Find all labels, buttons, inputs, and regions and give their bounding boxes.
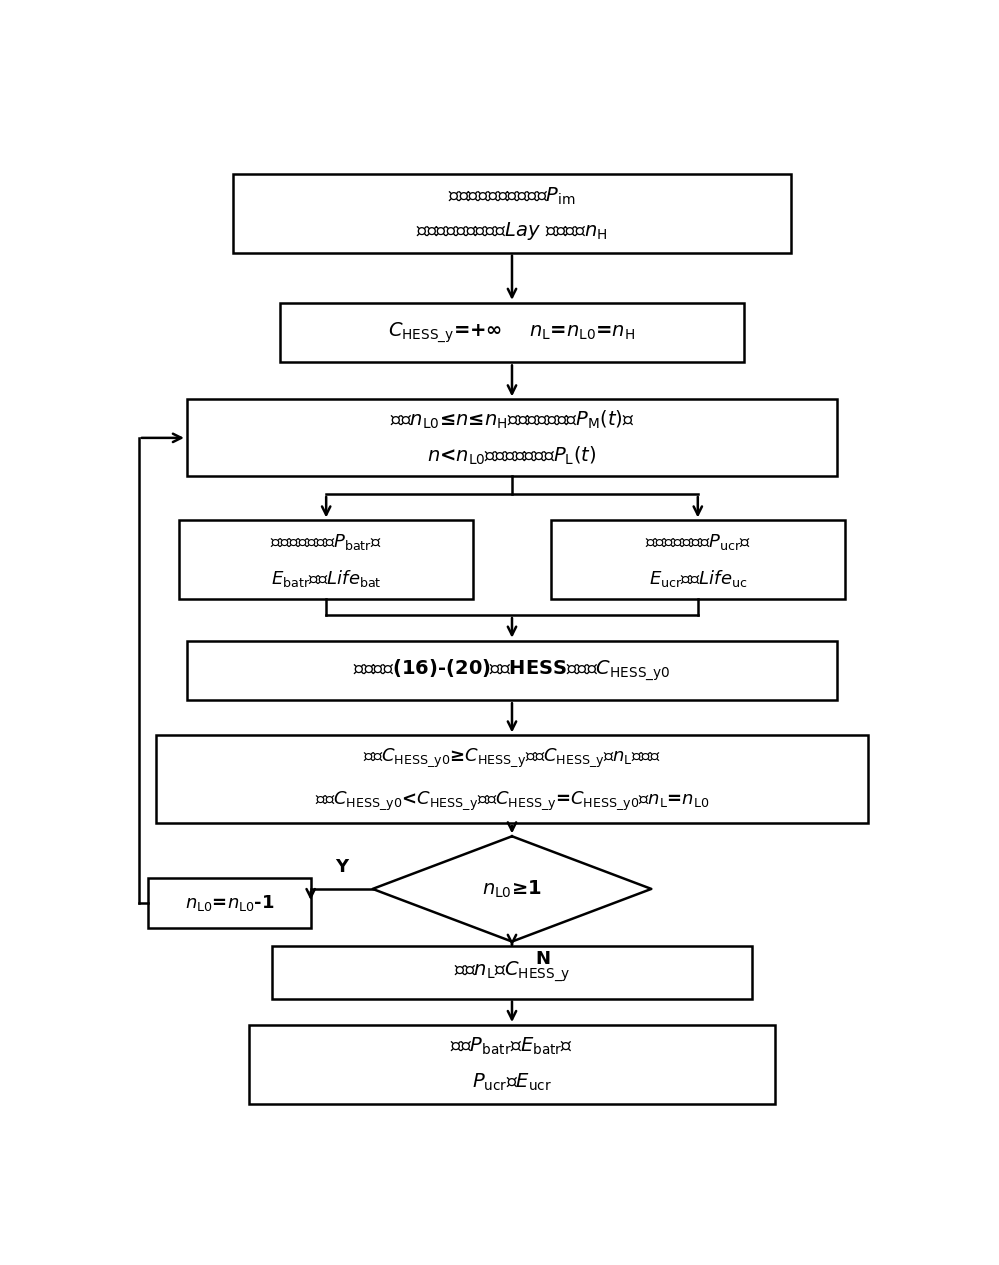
Text: $E_{\mathrm{ucr}}$以及$Life_{\mathrm{uc}}$: $E_{\mathrm{ucr}}$以及$Life_{\mathrm{uc}}$ [648,568,747,588]
Text: 输入原始的不平衡功率$P_{\mathrm{im}}$: 输入原始的不平衡功率$P_{\mathrm{im}}$ [449,185,575,206]
Text: 计算超级电容的$P_{\mathrm{ucr}}$和: 计算超级电容的$P_{\mathrm{ucr}}$和 [644,531,751,552]
FancyBboxPatch shape [187,400,837,477]
Text: 输出$n_{\mathrm{L}}$，$C_{\mathrm{HESS\_y}}$: 输出$n_{\mathrm{L}}$，$C_{\mathrm{HESS\_y}}… [454,960,570,984]
Text: $P_{\mathrm{ucr}}$，$E_{\mathrm{ucr}}$: $P_{\mathrm{ucr}}$，$E_{\mathrm{ucr}}$ [472,1071,552,1093]
FancyBboxPatch shape [280,302,744,362]
Text: N: N [535,950,550,968]
FancyBboxPatch shape [550,520,845,600]
Text: 如果$C_{\mathrm{HESS\_y0}}$≥$C_{\mathrm{HESS\_y}}$，则$C_{\mathrm{HESS\_y}}$和$n_{\ma: 如果$C_{\mathrm{HESS\_y0}}$≥$C_{\mathrm{HE… [364,746,660,769]
FancyBboxPatch shape [148,878,311,929]
Text: 计算$n_{\mathrm{L0}}$≤$n$≤$n_{\mathrm{H}}$部分的中频波动$P_{\mathrm{M}}(t)$和: 计算$n_{\mathrm{L0}}$≤$n$≤$n_{\mathrm{H}}$… [390,409,634,431]
Text: 利用公式(16)-(20)计算HESS年成本$C_{\mathrm{HESS\_y0}}$: 利用公式(16)-(20)计算HESS年成本$C_{\mathrm{HESS\_… [354,658,670,683]
Text: $n_{\mathrm{L0}}$≥1: $n_{\mathrm{L0}}$≥1 [483,878,541,899]
Text: 小波包最优分解层数$Lay$ 高分频点$n_{\mathrm{H}}$: 小波包最优分解层数$Lay$ 高分频点$n_{\mathrm{H}}$ [417,220,607,242]
FancyBboxPatch shape [234,173,791,253]
Text: $C_{\mathrm{HESS\_y}}$=+∞    $n_{\mathrm{L}}$=$n_{\mathrm{L0}}$=$n_{\mathrm{H}}$: $C_{\mathrm{HESS\_y}}$=+∞ $n_{\mathrm{L}… [389,320,635,344]
FancyBboxPatch shape [179,520,474,600]
FancyBboxPatch shape [187,640,837,701]
Text: $n$<$n_{\mathrm{L0}}$部分的低频波动$P_{\mathrm{L}}(t)$: $n$<$n_{\mathrm{L0}}$部分的低频波动$P_{\mathrm{… [428,444,596,467]
FancyBboxPatch shape [272,946,752,998]
Text: $E_{\mathrm{batr}}$以及$Life_{\mathrm{bat}}$: $E_{\mathrm{batr}}$以及$Life_{\mathrm{bat}… [271,568,382,588]
FancyBboxPatch shape [249,1025,775,1104]
Text: 输出$P_{\mathrm{batr}}$，$E_{\mathrm{batr}}$和: 输出$P_{\mathrm{batr}}$，$E_{\mathrm{batr}}… [451,1036,573,1058]
FancyBboxPatch shape [156,735,868,824]
Text: 计算储能电池的$P_{\mathrm{batr}}$和: 计算储能电池的$P_{\mathrm{batr}}$和 [270,531,383,552]
Text: $n_{\mathrm{L0}}$=$n_{\mathrm{L0}}$-1: $n_{\mathrm{L0}}$=$n_{\mathrm{L0}}$-1 [185,893,275,913]
Text: 如果$C_{\mathrm{HESS\_y0}}$<$C_{\mathrm{HESS\_y}}$，则$C_{\mathrm{HESS\_y}}$=$C_{\ma: 如果$C_{\mathrm{HESS\_y0}}$<$C_{\mathrm{HE… [315,789,709,812]
Text: Y: Y [335,858,349,875]
